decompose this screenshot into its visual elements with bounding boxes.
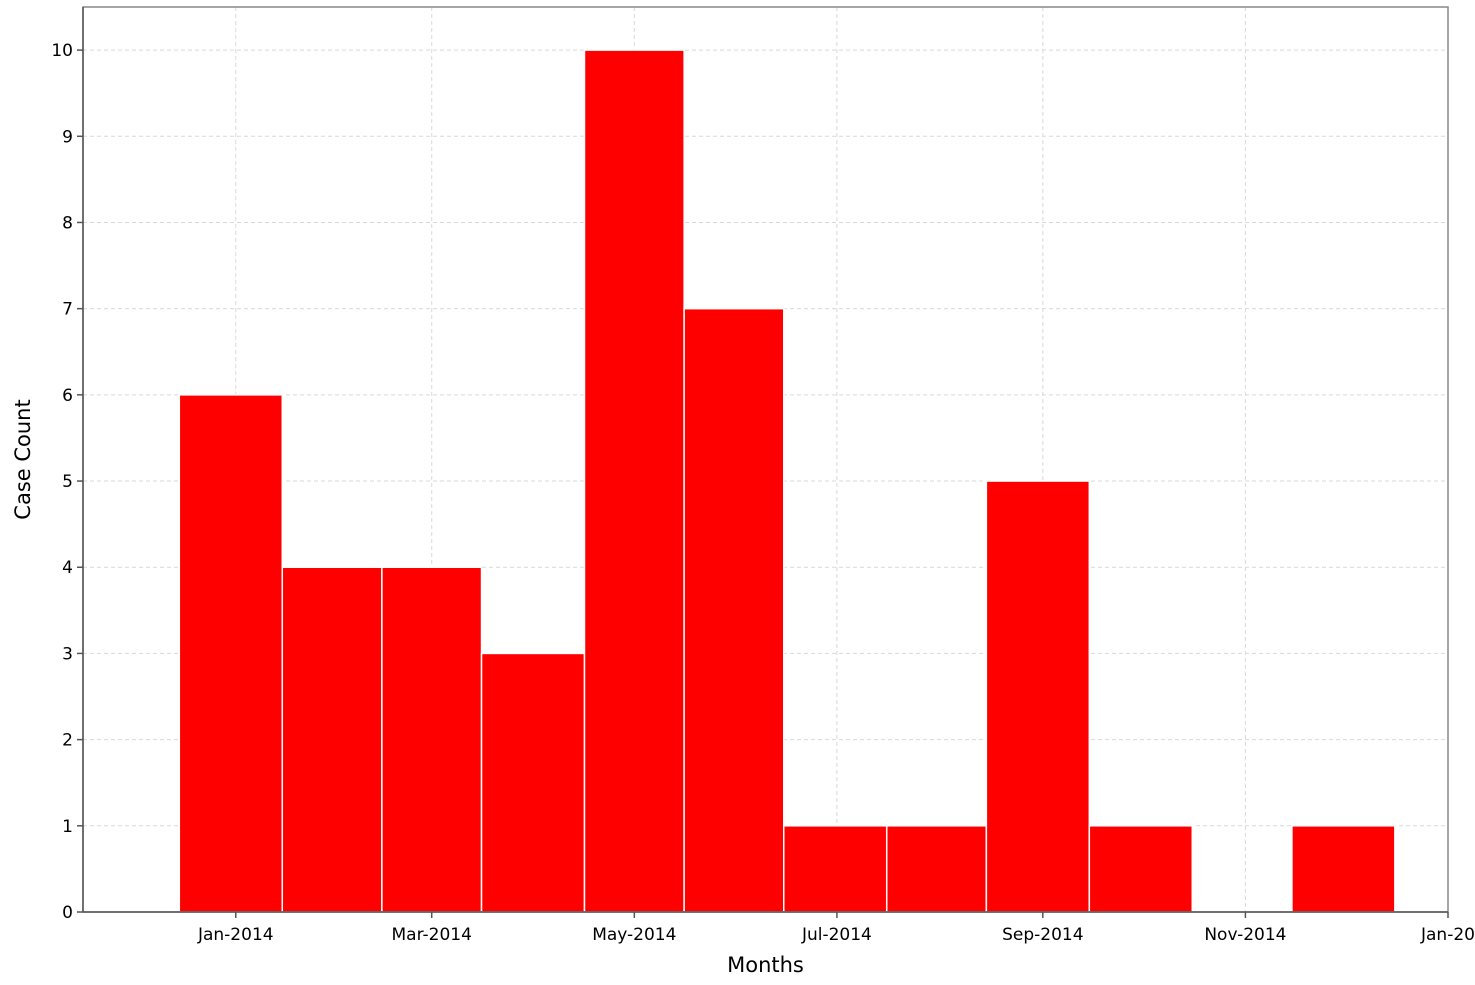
bar xyxy=(381,566,483,913)
x-axis-title: Months xyxy=(727,953,804,977)
y-tick-label: 4 xyxy=(62,558,73,578)
x-tick-label: Jul-2014 xyxy=(801,925,872,945)
bar xyxy=(885,825,988,913)
y-tick-label: 8 xyxy=(62,213,73,233)
x-tick-label: May-2014 xyxy=(592,925,676,945)
y-axis-title: Case Count xyxy=(11,399,35,519)
x-tick-label: Jan-20 xyxy=(1420,925,1475,945)
y-tick-label: 1 xyxy=(62,817,73,837)
bar xyxy=(985,480,1091,913)
bar xyxy=(783,825,888,913)
x-tick-label: Mar-2014 xyxy=(392,925,472,945)
y-tick-label: 2 xyxy=(62,731,73,751)
bar xyxy=(583,49,685,913)
x-tick-label: Nov-2014 xyxy=(1204,925,1286,945)
y-tick-label: 0 xyxy=(62,903,73,923)
axes xyxy=(77,7,1449,918)
bars xyxy=(178,49,1396,913)
bar xyxy=(281,566,383,913)
y-tick-label: 5 xyxy=(62,472,73,492)
y-tick-label: 6 xyxy=(62,386,73,406)
tick-labels: 0 1 2 3 4 5 6 7 8 9 10 Jan-2014 Mar-2014 May-2014 Jul-… xyxy=(51,41,1475,945)
bar xyxy=(480,652,586,913)
y-tick-label: 9 xyxy=(62,127,73,147)
bar xyxy=(683,307,785,913)
y-tick-label: 3 xyxy=(62,644,73,664)
bar xyxy=(1291,825,1396,913)
x-tick-label: Jan-2014 xyxy=(197,925,274,945)
y-tick-label: 10 xyxy=(51,41,73,61)
y-tick-label: 7 xyxy=(62,300,73,320)
bar xyxy=(178,394,284,913)
x-tick-label: Sep-2014 xyxy=(1002,925,1083,945)
bar xyxy=(1088,825,1194,913)
